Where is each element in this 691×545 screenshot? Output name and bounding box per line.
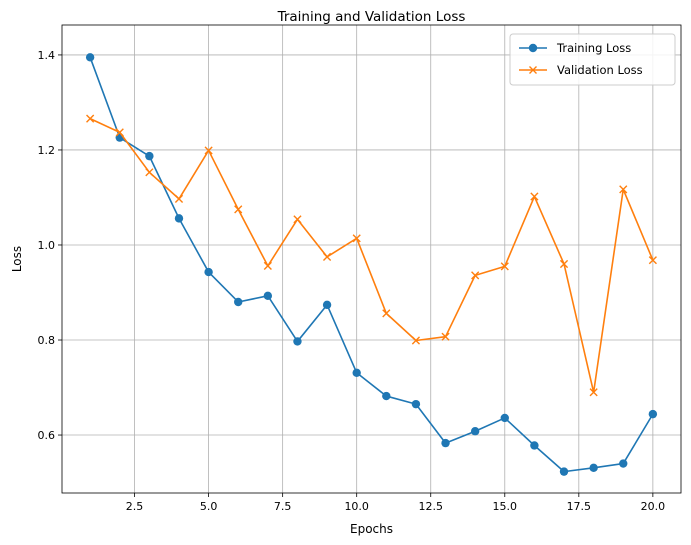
- y-tick-label: 1.2: [38, 144, 56, 157]
- legend: Training Loss Validation Loss: [509, 33, 676, 86]
- validation-loss-point: [619, 185, 628, 194]
- training-loss-point: [85, 53, 95, 62]
- validation-loss-point: [293, 215, 302, 224]
- validation-loss-point: [559, 259, 569, 269]
- validation-loss-point: [441, 332, 450, 341]
- validation-loss-point: [234, 205, 243, 214]
- y-axis-ticks: 0.6 0.8 1.0 1.2 1.4: [38, 49, 62, 442]
- grid: [62, 25, 681, 493]
- y-tick-label: 1.0: [38, 239, 56, 252]
- training-loss-point: [204, 267, 213, 277]
- x-tick-label: 20.0: [641, 500, 666, 513]
- training-loss-point: [559, 467, 569, 476]
- training-loss-point: [619, 459, 628, 468]
- x-tick-label: 10.0: [344, 500, 369, 513]
- training-loss-line: [89, 57, 654, 473]
- validation-loss-point: [263, 261, 272, 270]
- training-loss-point: [648, 409, 658, 419]
- validation-loss-point: [589, 388, 598, 397]
- y-tick-label: 0.6: [38, 429, 56, 442]
- legend-marker-circle: [528, 43, 538, 53]
- x-axis-ticks: 2.5 5.0 7.5 10.0 12.5 15.0 17.5 20.0: [126, 493, 665, 513]
- training-loss-point: [470, 427, 480, 436]
- validation-loss-point: [352, 234, 361, 243]
- y-tick-label: 1.4: [38, 49, 56, 62]
- x-tick-label: 17.5: [567, 500, 592, 513]
- x-tick-label: 7.5: [274, 500, 292, 513]
- training-loss-point: [382, 391, 391, 401]
- legend-entry-training: Training Loss: [519, 41, 631, 55]
- training-loss-point: [500, 413, 509, 423]
- validation-loss-point: [411, 336, 421, 345]
- legend-marker-x: [529, 66, 537, 74]
- x-tick-label: 15.0: [493, 500, 518, 513]
- training-loss-point: [174, 214, 184, 223]
- y-tick-label: 0.8: [38, 334, 56, 347]
- validation-loss-point: [145, 168, 154, 177]
- legend-entry-validation: Validation Loss: [519, 63, 643, 77]
- training-loss-point: [352, 368, 361, 377]
- training-loss-point: [263, 291, 273, 301]
- validation-loss-point: [382, 309, 391, 318]
- training-loss-point: [411, 399, 421, 409]
- training-loss-point: [145, 151, 154, 161]
- legend-label-training: Training Loss: [556, 41, 631, 55]
- training-loss-point: [234, 297, 243, 307]
- training-loss-point: [441, 438, 450, 448]
- training-loss-point: [589, 463, 598, 473]
- x-tick-label: 12.5: [418, 500, 443, 513]
- validation-loss-line: [89, 117, 654, 394]
- validation-loss-point: [530, 192, 539, 201]
- series: [85, 53, 658, 476]
- x-axis-title: Epochs: [350, 522, 393, 536]
- validation-loss-point: [86, 114, 95, 123]
- validation-loss-point: [471, 271, 480, 280]
- legend-box: [509, 33, 676, 86]
- validation-loss-point: [322, 252, 332, 261]
- y-axis-title: Loss: [10, 246, 24, 272]
- validation-loss-point: [115, 128, 124, 137]
- x-tick-label: 2.5: [126, 500, 144, 513]
- legend-label-validation: Validation Loss: [557, 63, 643, 77]
- training-loss-point: [322, 300, 332, 310]
- validation-loss-point: [174, 194, 184, 203]
- chart-title: Training and Validation Loss: [277, 9, 466, 25]
- training-loss-point: [293, 337, 302, 346]
- plot-frame: [61, 24, 682, 494]
- validation-loss-point: [648, 256, 657, 265]
- series-training-loss: [85, 53, 658, 476]
- validation-loss-point: [500, 262, 509, 271]
- validation-loss-point: [204, 146, 213, 155]
- series-validation-loss: [86, 114, 657, 397]
- training-loss-point: [530, 441, 539, 450]
- x-tick-label: 5.0: [200, 500, 218, 513]
